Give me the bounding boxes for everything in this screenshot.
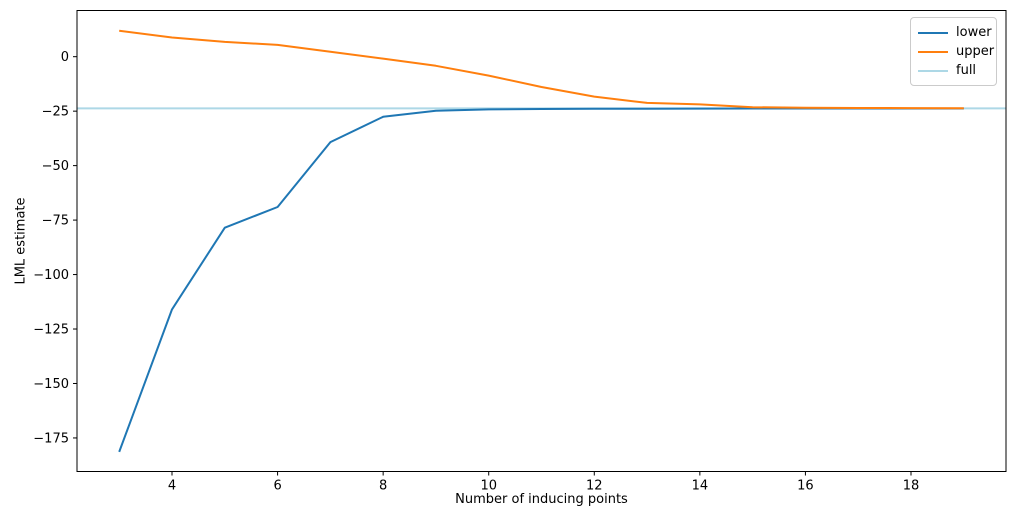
axes-frame	[76, 10, 1007, 472]
upper-series-line	[119, 29, 964, 110]
legend-label: lower	[956, 25, 992, 40]
y-tick-label: −150	[33, 377, 69, 392]
x-tick-label: 8	[379, 479, 387, 494]
y-tick-label: −25	[42, 105, 69, 120]
legend-label: upper	[956, 44, 995, 59]
x-tick-label: 14	[692, 479, 709, 494]
legend-swatch-full	[918, 69, 948, 72]
x-tick-label: 12	[586, 479, 603, 494]
y-tick-label: −100	[33, 268, 69, 283]
legend-swatch-lower	[918, 31, 948, 34]
legend: lower upper full	[910, 17, 997, 86]
x-axis-label: Number of inducing points	[455, 492, 628, 507]
x-tick-label: 4	[168, 479, 176, 494]
legend-entry-full: full	[918, 61, 989, 80]
x-tick-label: 10	[480, 479, 497, 494]
y-tick-label: −175	[33, 431, 69, 446]
y-tick-label: −125	[33, 323, 69, 338]
x-tick-label: 18	[903, 479, 920, 494]
lower-series-line	[118, 107, 964, 453]
x-tick-label: 6	[273, 479, 281, 494]
y-tick-label: −75	[42, 214, 69, 229]
y-axis-label: LML estimate	[13, 197, 29, 285]
legend-entry-lower: lower	[918, 23, 992, 42]
legend-swatch-upper	[918, 50, 948, 53]
legend-entry-upper: upper	[918, 42, 994, 61]
y-tick-label: −50	[42, 159, 69, 174]
y-tick-label: 0	[61, 50, 69, 65]
legend-label: full	[956, 63, 977, 78]
x-tick-label: 16	[797, 479, 814, 494]
